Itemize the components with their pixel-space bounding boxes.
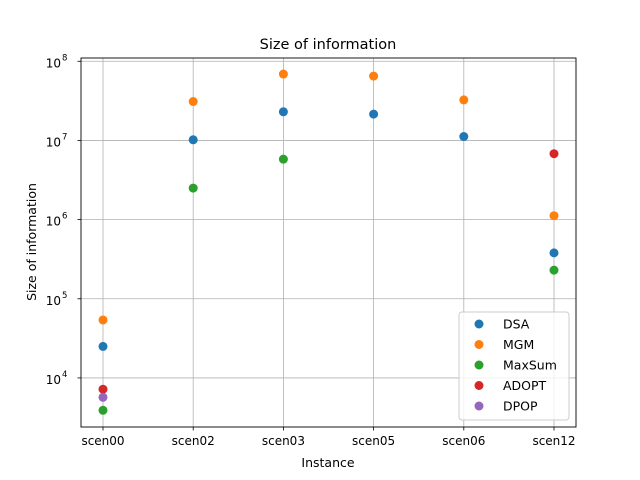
legend-marker [474,401,484,411]
grid-lines [81,58,576,427]
y-tick-label: 10 5 [46,291,68,308]
x-tick-label: scen12 [532,434,575,448]
legend-label: ADOPT [503,378,547,393]
chart-title: Size of information [260,37,397,53]
y-tick-exponent: 5 [62,291,67,301]
x-tick-label: scen06 [442,434,485,448]
data-point-mgm [188,97,198,107]
x-tick-label: scen03 [262,434,305,448]
y-tick-exponent: 7 [62,132,67,142]
data-point-maxsum [188,183,198,193]
data-point-maxsum [278,154,288,164]
data-point-dsa [278,107,288,117]
legend-marker [474,381,484,390]
data-point-mgm [98,315,108,325]
data-point-dsa [459,132,469,142]
data-point-mgm [549,211,559,221]
y-tick-exponent: 8 [62,53,67,63]
y-tick-label: 10 8 [46,53,68,70]
data-point-mgm [369,71,379,81]
data-point-dsa [549,248,559,258]
data-point-dsa [98,341,108,351]
data-point-adopt [549,149,559,159]
legend-box [458,311,570,421]
legend-label: DPOP [503,399,538,414]
legend-marker [474,340,484,349]
data-point-maxsum [549,265,559,275]
x-tick-label: scen02 [172,434,215,448]
y-tick-label: 10 4 [46,370,68,387]
data-points [98,69,559,415]
x-axis-label: Instance [301,455,354,470]
y-tick-exponent: 6 [62,212,67,222]
legend-label: MaxSum [503,358,557,373]
y-tick-base: 10 [46,135,61,149]
data-point-dsa [369,109,379,119]
y-axis-label: Size of information [24,183,39,301]
plot-frame [80,57,577,428]
y-tick-label: 10 6 [46,212,68,229]
legend-label: MGM [503,337,534,352]
y-tick-base: 10 [46,373,61,387]
data-point-maxsum [98,405,108,415]
legend-marker [474,360,484,370]
y-tick-label: 10 7 [46,132,68,149]
y-tick-exponent: 4 [62,370,67,380]
legend-marker [474,319,484,329]
data-point-dsa [188,135,198,145]
y-tick-base: 10 [46,56,61,70]
x-tick-label: scen05 [352,434,395,448]
legend: DSA MGM MaxSum ADOPT DPOP [458,311,570,421]
data-point-mgm [278,69,288,79]
data-point-dpop [98,392,108,402]
data-point-mgm [459,95,469,105]
legend-label: DSA [503,317,530,332]
y-tick-base: 10 [46,215,61,229]
x-axis-ticks: scen00 scen02 scen03 scen05 scen06 scen12 [81,427,576,448]
y-tick-base: 10 [46,294,61,308]
data-point-adopt [98,384,108,394]
x-tick-label: scen00 [81,434,124,448]
